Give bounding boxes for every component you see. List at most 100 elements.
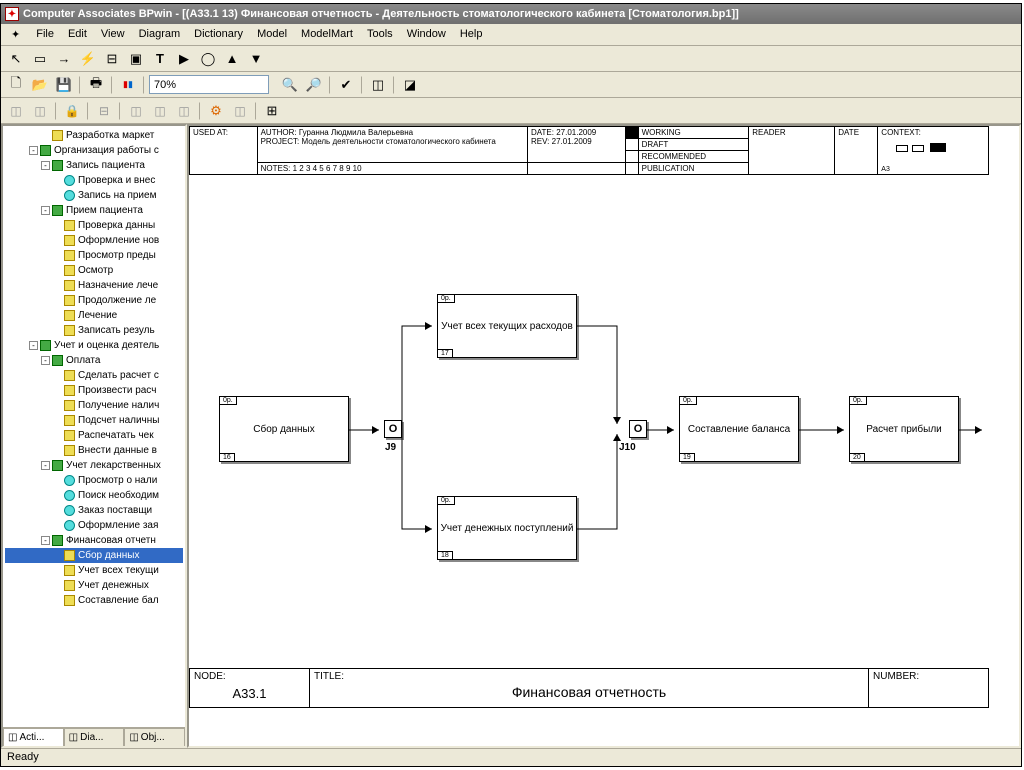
- tree-item[interactable]: -Организация работы с: [5, 143, 183, 158]
- disabled-tool: ⊟: [93, 101, 115, 121]
- tab-diagrams[interactable]: ◫ Dia...: [64, 728, 125, 746]
- model-tree[interactable]: Разработка маркет-Организация работы с-З…: [3, 126, 185, 727]
- tree-item[interactable]: Оформление зая: [5, 518, 183, 533]
- menu-window[interactable]: Window: [401, 26, 452, 43]
- explorer-button[interactable]: ◫: [367, 75, 389, 95]
- tree-item[interactable]: Продолжение ле: [5, 293, 183, 308]
- separator: [119, 102, 121, 120]
- tree-item[interactable]: Оформление нов: [5, 233, 183, 248]
- diagram-canvas[interactable]: USED AT: AUTHOR: Гуранна Людмила Валерье…: [189, 126, 989, 726]
- tree-item[interactable]: Запись на прием: [5, 188, 183, 203]
- toolbar-diagram: ↖ ▭ → ⚡ ⊟ ▣ T ▶ ◯ ▲ ▼: [1, 46, 1021, 72]
- app-window: ✦ Computer Associates BPwin - [(A33.1 13…: [0, 3, 1022, 767]
- tree-item[interactable]: -Запись пациента: [5, 158, 183, 173]
- tool-text[interactable]: T: [149, 49, 171, 69]
- tree-item[interactable]: Просмотр о нали: [5, 473, 183, 488]
- tree-item[interactable]: Внести данные в: [5, 443, 183, 458]
- menu-help[interactable]: Help: [454, 26, 489, 43]
- tree-item[interactable]: Просмотр преды: [5, 248, 183, 263]
- menu-diagram[interactable]: Diagram: [133, 26, 187, 43]
- sidebar: Разработка маркет-Организация работы с-З…: [1, 124, 187, 748]
- tree-item[interactable]: Составление бал: [5, 593, 183, 608]
- tool-pointer[interactable]: ↖: [5, 49, 27, 69]
- title-text: Computer Associates BPwin - [(A33.1 13) …: [23, 8, 739, 20]
- tree-item[interactable]: -Учет лекарственных: [5, 458, 183, 473]
- canvas-wrap[interactable]: USED AT: AUTHOR: Гуранна Людмила Валерье…: [187, 124, 1021, 748]
- separator: [111, 76, 113, 94]
- menu-model[interactable]: Model: [251, 26, 293, 43]
- tree-item[interactable]: -Учет и оценка деятель: [5, 338, 183, 353]
- tree-item[interactable]: Учет всех текущи: [5, 563, 183, 578]
- status-text: Ready: [7, 751, 39, 763]
- zoom-in-button[interactable]: 🔍: [279, 75, 301, 95]
- tree-item[interactable]: -Оплата: [5, 353, 183, 368]
- tool-enabled[interactable]: ⚙: [205, 101, 227, 121]
- used-at: USED AT:: [190, 127, 258, 175]
- open-button[interactable]: 📂: [29, 75, 51, 95]
- tree-item[interactable]: Сбор данных: [5, 548, 183, 563]
- idef-header: USED AT: AUTHOR: Гуранна Людмила Валерье…: [189, 126, 989, 175]
- disabled-tool: ◫: [29, 101, 51, 121]
- arrow: [402, 326, 437, 429]
- context-cell: CONTEXT: A3: [878, 127, 989, 175]
- menu-tools[interactable]: Tools: [361, 26, 399, 43]
- tool-arrow[interactable]: →: [53, 49, 75, 69]
- print-button[interactable]: 🖶: [85, 75, 107, 95]
- report-button[interactable]: ◪: [399, 75, 421, 95]
- arrow: [349, 429, 384, 430]
- tree-item[interactable]: Назначение лече: [5, 278, 183, 293]
- tool-datastore[interactable]: ⊟: [101, 49, 123, 69]
- tree-item[interactable]: Подсчет наличны: [5, 413, 183, 428]
- junction[interactable]: O: [629, 420, 647, 438]
- zoom-out-button[interactable]: 🔎: [303, 75, 325, 95]
- tree-item[interactable]: Поиск необходим: [5, 488, 183, 503]
- disabled-tool: 🔒: [61, 101, 83, 121]
- tool-external[interactable]: ▣: [125, 49, 147, 69]
- arrow: [577, 429, 629, 529]
- menu-dictionary[interactable]: Dictionary: [188, 26, 249, 43]
- tree-item[interactable]: Заказ поставщи: [5, 503, 183, 518]
- tree-item[interactable]: Проверка и внес: [5, 173, 183, 188]
- tool-down[interactable]: ▼: [245, 49, 267, 69]
- disabled-tool: ◫: [149, 101, 171, 121]
- arrow: [402, 429, 437, 529]
- tree-item[interactable]: Распечатать чек: [5, 428, 183, 443]
- tool-run[interactable]: ▶: [173, 49, 195, 69]
- zoom-select[interactable]: [149, 75, 269, 94]
- tab-activities[interactable]: ◫ Acti...: [3, 728, 64, 746]
- separator: [87, 102, 89, 120]
- tree-item[interactable]: Записать резуль: [5, 323, 183, 338]
- tree-item[interactable]: -Прием пациента: [5, 203, 183, 218]
- save-button[interactable]: 💾: [53, 75, 75, 95]
- tree-item[interactable]: Лечение: [5, 308, 183, 323]
- menu-file[interactable]: File: [30, 26, 60, 43]
- activity-box[interactable]: 0р.Учет всех текущих расходов17: [437, 294, 577, 358]
- menu-view[interactable]: View: [95, 26, 131, 43]
- tree-item[interactable]: Проверка данны: [5, 218, 183, 233]
- tool-up[interactable]: ▲: [221, 49, 243, 69]
- tool-activity[interactable]: ▭: [29, 49, 51, 69]
- check-button[interactable]: ✔: [335, 75, 357, 95]
- palette-button[interactable]: ▮▮: [117, 75, 139, 95]
- titlebar: ✦ Computer Associates BPwin - [(A33.1 13…: [1, 4, 1021, 24]
- tool-loop[interactable]: ◯: [197, 49, 219, 69]
- activity-box[interactable]: 0р.Учет денежных поступлений18: [437, 496, 577, 560]
- tree-item[interactable]: -Финансовая отчетн: [5, 533, 183, 548]
- activity-box[interactable]: 0р.Составление баланса19: [679, 396, 799, 462]
- tree-item[interactable]: Сделать расчет с: [5, 368, 183, 383]
- junction[interactable]: O: [384, 420, 402, 438]
- sidebar-tabs: ◫ Acti... ◫ Dia... ◫ Obj...: [3, 727, 185, 746]
- tab-objects[interactable]: ◫ Obj...: [124, 728, 185, 746]
- tool-enabled[interactable]: ⊞: [261, 101, 283, 121]
- menu-modelmart[interactable]: ModelMart: [295, 26, 359, 43]
- activity-box[interactable]: 0р.Сбор данных16: [219, 396, 349, 462]
- tool-flash[interactable]: ⚡: [77, 49, 99, 69]
- tree-item[interactable]: Получение налич: [5, 398, 183, 413]
- new-button[interactable]: 🗋: [5, 75, 27, 95]
- tree-item[interactable]: Разработка маркет: [5, 128, 183, 143]
- activity-box[interactable]: 0р.Расчет прибыли20: [849, 396, 959, 462]
- tree-item[interactable]: Учет денежных: [5, 578, 183, 593]
- tree-item[interactable]: Произвести расч: [5, 383, 183, 398]
- tree-item[interactable]: Осмотр: [5, 263, 183, 278]
- menu-edit[interactable]: Edit: [62, 26, 93, 43]
